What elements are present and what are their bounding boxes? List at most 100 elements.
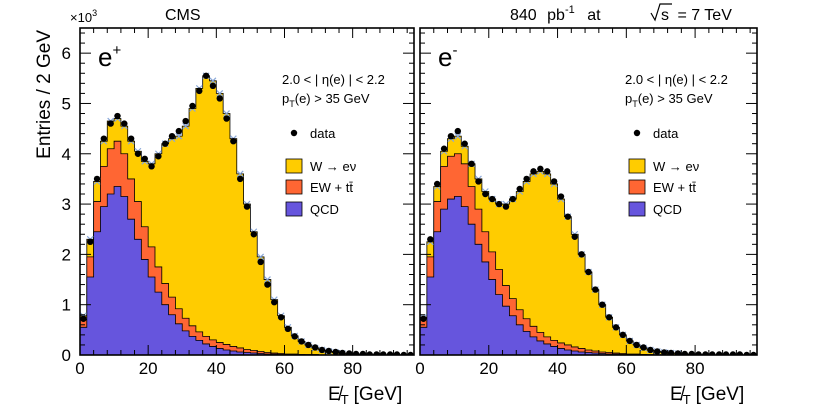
data-point xyxy=(612,324,620,331)
data-point xyxy=(332,348,339,355)
data-point xyxy=(182,117,189,125)
x-tick-label: 60 xyxy=(617,359,636,378)
uncertainty-marker xyxy=(209,77,217,85)
data-point xyxy=(447,132,455,140)
plot-area-right xyxy=(420,127,757,355)
data-point xyxy=(311,344,319,351)
data-point xyxy=(189,102,196,110)
uncertainty-marker xyxy=(175,132,183,140)
legend-w-label: W → eν xyxy=(310,159,356,174)
frame-left xyxy=(79,27,415,356)
data-point xyxy=(93,175,101,183)
data-point xyxy=(134,150,142,157)
data-point xyxy=(571,233,578,240)
data-point xyxy=(366,351,373,355)
data-point xyxy=(223,115,230,122)
x-tick-label: 40 xyxy=(207,359,226,378)
data-point xyxy=(578,251,585,258)
y-tick-label: 1 xyxy=(62,296,71,315)
data-point xyxy=(277,314,285,321)
data-point xyxy=(454,127,462,135)
data-point xyxy=(530,168,537,175)
uncertainty-marker xyxy=(454,132,462,140)
data-point xyxy=(544,168,551,175)
charge-label-right: e- xyxy=(438,42,457,72)
data-point xyxy=(640,344,647,351)
legend-qcd-swatch xyxy=(628,201,646,217)
uncertainty-marker xyxy=(182,122,190,130)
legend-ewk-label: EW + tt̄ xyxy=(310,180,353,195)
data-point xyxy=(216,95,223,102)
y-tick-label: 0 xyxy=(62,346,71,365)
data-point xyxy=(654,348,661,355)
data-point xyxy=(489,195,496,203)
legend-data-marker xyxy=(633,129,641,137)
data-point xyxy=(257,258,264,266)
x-tick-label: 80 xyxy=(343,359,362,378)
eta-cut-label-left: 2.0 < | η(e) | < 2.2 xyxy=(282,72,385,87)
data-point xyxy=(468,160,475,168)
y-axis-label: Entries / 2 GeV xyxy=(34,30,55,159)
data-point xyxy=(619,331,627,339)
data-point xyxy=(647,346,654,354)
sqrt-s: s xyxy=(661,7,669,24)
data-point xyxy=(509,195,517,203)
data-point xyxy=(433,180,441,188)
lumi-exp: -1 xyxy=(565,4,575,16)
legend-data-label: data xyxy=(310,126,336,141)
data-point xyxy=(127,135,135,142)
x-tick-label: 20 xyxy=(479,359,498,378)
data-point xyxy=(667,349,675,355)
x-tick-label: 20 xyxy=(139,359,158,378)
ewk-ttbar-histogram-right xyxy=(420,153,757,355)
data-point xyxy=(729,351,737,355)
data-point xyxy=(420,315,427,322)
data-point xyxy=(605,314,613,321)
x-tick-label: 40 xyxy=(548,359,567,378)
pt-cut-label-right: pT(e) > 35 GeV xyxy=(625,91,713,109)
y-axis-multiplier: ×103 xyxy=(70,8,97,25)
data-point xyxy=(339,349,346,355)
uncertainty-marker xyxy=(223,110,230,117)
data-point xyxy=(80,315,87,322)
data-point xyxy=(495,200,503,208)
legend-w-swatch xyxy=(285,158,303,174)
x-tick-label: 0 xyxy=(415,359,424,378)
data-point xyxy=(236,175,244,183)
data-point xyxy=(380,351,387,355)
data-point xyxy=(440,145,448,152)
y-tick-label: 5 xyxy=(62,94,71,113)
data-point xyxy=(202,72,210,79)
x-tick-label: 80 xyxy=(686,359,705,378)
data-point xyxy=(626,337,633,345)
svg-text:840 pb-1 at: 840 pb-1 at xyxy=(510,0,601,24)
data-point xyxy=(148,163,155,170)
ewk-ttbar-histogram-left xyxy=(80,140,414,355)
data-point xyxy=(427,236,434,243)
data-point xyxy=(592,286,599,293)
x-axis-label-right: E̸T [GeV] xyxy=(670,384,744,407)
data-point xyxy=(284,325,292,333)
pt-cut-label-left: pT(e) > 35 GeV xyxy=(282,91,370,109)
data-point xyxy=(271,298,278,306)
data-point xyxy=(386,351,394,355)
legend-qcd-swatch xyxy=(285,201,303,217)
data-point xyxy=(352,350,360,355)
data-point xyxy=(162,140,169,147)
legend-data-label: data xyxy=(653,126,679,141)
data-point xyxy=(346,350,353,355)
lumi-unit: pb xyxy=(547,7,565,24)
frame-right xyxy=(419,27,758,356)
uncertainty-marker xyxy=(216,89,224,97)
data-point xyxy=(114,112,121,120)
x-tick-label: 60 xyxy=(275,359,294,378)
data-point xyxy=(633,341,640,349)
uncertainty-marker xyxy=(264,276,271,283)
data-point xyxy=(168,132,176,140)
x-tick-label: 0 xyxy=(75,359,84,378)
energy-label: = 7 TeV xyxy=(677,7,732,24)
data-point xyxy=(599,301,606,308)
data-point xyxy=(674,350,682,355)
data-point xyxy=(695,351,702,355)
data-point xyxy=(715,351,723,355)
